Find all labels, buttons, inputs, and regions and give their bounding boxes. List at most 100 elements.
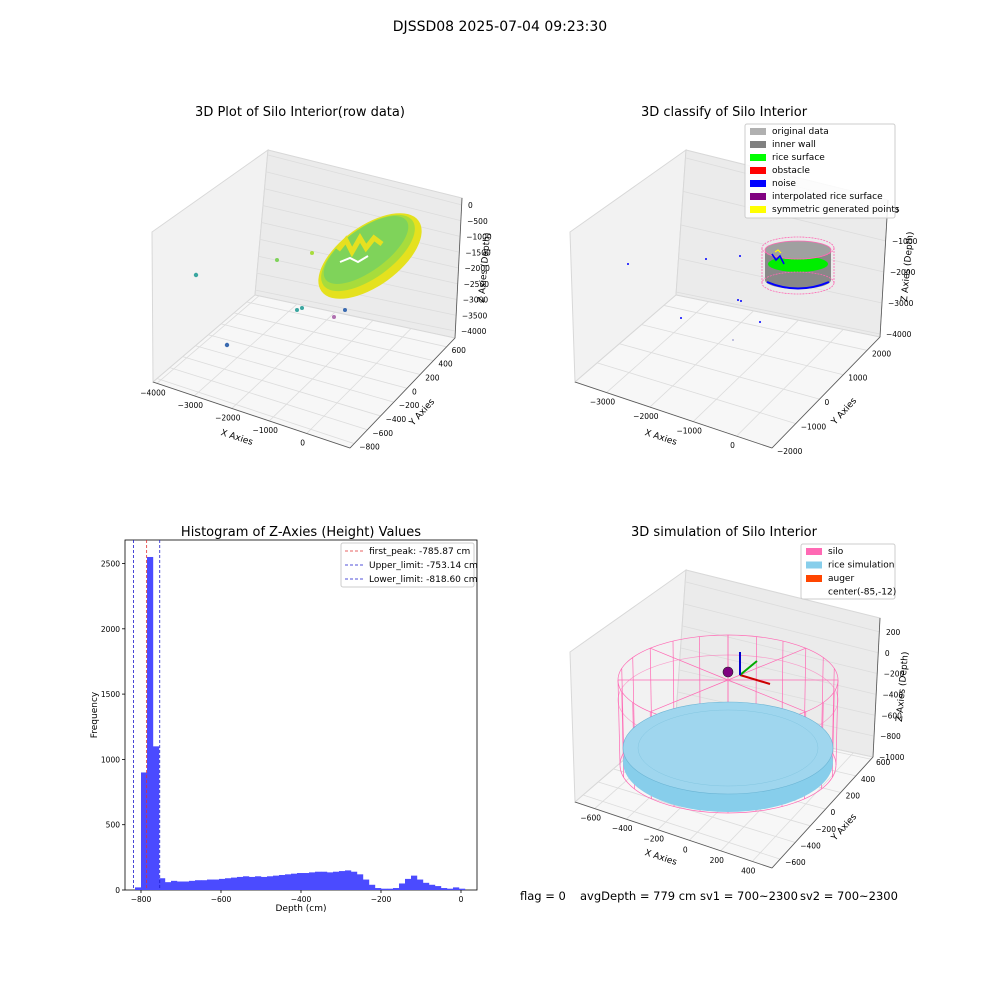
legend-frame (744, 123, 896, 219)
outlier-point (332, 315, 336, 319)
legend-label: original data (772, 127, 829, 137)
grid-line (684, 603, 879, 654)
histogram-bar (321, 871, 328, 890)
z-tick-label: −3000 (463, 296, 489, 305)
x-axis-line (152, 381, 351, 449)
y-axis-label: Y Axies (829, 396, 859, 428)
auger-axis-x (739, 674, 771, 685)
x-tick-label: −2000 (215, 413, 241, 422)
y-tick-label: 2000 (872, 349, 891, 358)
y-tick-label: −200 (399, 401, 420, 410)
y-tick-label: 0 (412, 387, 417, 396)
grid-line (641, 324, 844, 376)
z-tick-label: −3000 (888, 299, 914, 308)
z-axis-line (454, 197, 463, 339)
legend-swatch (750, 180, 766, 187)
z-tick-label: 0 (468, 201, 473, 210)
legend-label: noise (772, 179, 796, 189)
grid-line (208, 334, 408, 389)
grid-line (266, 171, 462, 222)
surface-points (336, 233, 384, 258)
histogram-bar (225, 878, 232, 890)
legend-label: silo (828, 547, 844, 557)
legend-swatch (750, 193, 766, 200)
silo-meridian (617, 679, 621, 766)
grid-line (606, 301, 709, 393)
noise-top (771, 253, 785, 265)
rice-top-texture (637, 709, 819, 787)
outlier-point (275, 258, 279, 262)
y-tick-label: 2000 (101, 625, 120, 634)
panel-title: Histogram of Z-Axies (Height) Values (181, 525, 421, 540)
grid-line (619, 343, 820, 400)
histogram-bar (369, 884, 376, 890)
y-tick-label: 600 (876, 758, 891, 767)
y-axis-line (771, 336, 881, 449)
legend-label: rice surface (772, 153, 825, 163)
x-tick-label: 0 (459, 895, 464, 904)
y-tick-label: −200 (815, 825, 836, 834)
histogram-bar (243, 876, 250, 890)
x-axis-line (574, 381, 773, 449)
x-tick-label: −1000 (253, 426, 279, 435)
z-tick-label: −4000 (886, 330, 912, 339)
histogram-bar (441, 888, 448, 890)
histogram-bar (147, 556, 154, 890)
histogram-bar (453, 887, 460, 890)
legend-label: inner wall (772, 140, 816, 150)
x-tick-label: −2000 (633, 412, 659, 421)
y-tick-label: −400 (386, 415, 407, 424)
figure-suptitle: DJSSD08 2025-07-04 09:23:30 (393, 19, 607, 35)
histogram-bar (255, 876, 262, 890)
x-tick-label: −1000 (677, 427, 703, 436)
x-tick-label: 400 (741, 866, 756, 875)
noise-point (759, 321, 761, 323)
y-axis-line (349, 337, 456, 449)
y-tick-label: 1000 (101, 755, 120, 764)
z-tick-label: −600 (881, 711, 902, 720)
histogram-bar (273, 875, 280, 890)
histogram-bars (135, 556, 466, 890)
panel-simulation-3d: 3D simulation of Silo Interior −600 −400 −… (569, 525, 911, 875)
histogram-bar (207, 879, 214, 890)
noise-point (737, 299, 739, 301)
histogram-bar (357, 874, 364, 890)
histogram-bar (375, 888, 382, 890)
outlier-point (343, 308, 347, 312)
histogram-bar (351, 871, 358, 890)
data-ring (318, 213, 422, 299)
rice-surface (768, 256, 828, 272)
y-tick-label: 600 (452, 346, 467, 355)
legend-frame (340, 542, 475, 588)
histogram-bar (447, 888, 454, 890)
y-tick-label: 200 (425, 373, 440, 382)
silo-meridian (831, 668, 835, 753)
legend-label: interpolated rice surface (772, 192, 883, 202)
x-axis-label: Depth (cm) (275, 904, 326, 914)
z-tick-label: −1500 (465, 248, 491, 257)
histogram-bar (165, 882, 172, 890)
x-tick-label: −200 (371, 895, 392, 904)
x-tick-label: −3000 (590, 398, 616, 407)
z-tick-label: −800 (880, 732, 901, 741)
outlier-points (193, 251, 347, 348)
z-tick-label: 200 (886, 628, 901, 637)
surface-points-light (339, 255, 369, 264)
x-tick-label: 200 (710, 856, 725, 865)
legend-swatch (750, 167, 766, 174)
histogram-bar (423, 882, 430, 890)
legend-swatch (750, 154, 766, 161)
histogram-bar (309, 872, 316, 890)
histogram-bar (183, 881, 190, 890)
grid-line (254, 289, 456, 332)
grid-line (752, 752, 854, 862)
legend-swatch (750, 206, 766, 213)
y-tick-label: 500 (106, 821, 121, 830)
z-tick-label: −1000 (879, 753, 905, 762)
y-tick-label: 2500 (101, 560, 120, 569)
x-tick-label: −800 (131, 895, 152, 904)
y-tick-label: −600 (372, 429, 393, 438)
z-tick-label: 0 (894, 206, 899, 215)
z-tick-label: 0 (885, 649, 890, 658)
histogram-bar (399, 883, 406, 890)
